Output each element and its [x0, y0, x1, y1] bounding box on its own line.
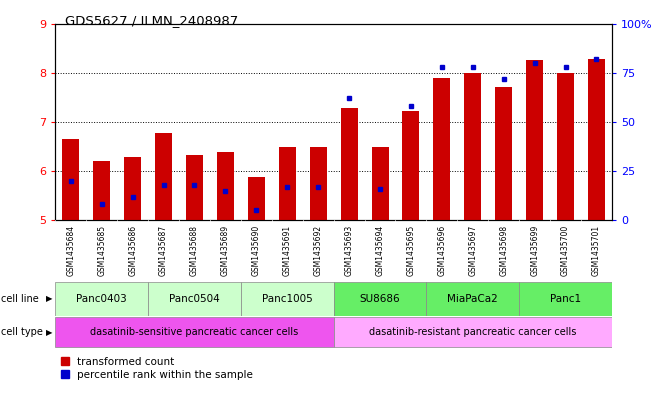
- Text: GSM1435700: GSM1435700: [561, 225, 570, 276]
- Bar: [310, 147, 327, 220]
- Text: GSM1435699: GSM1435699: [530, 225, 539, 276]
- Bar: [402, 111, 419, 220]
- Text: GDS5627 / ILMN_2408987: GDS5627 / ILMN_2408987: [65, 14, 238, 27]
- Bar: [124, 157, 141, 220]
- Text: SU8686: SU8686: [360, 294, 400, 304]
- Text: Panc1: Panc1: [550, 294, 581, 304]
- Text: ▶: ▶: [46, 328, 52, 336]
- Bar: [557, 73, 574, 220]
- Bar: [464, 73, 481, 220]
- Text: ▶: ▶: [46, 294, 52, 303]
- Bar: [340, 108, 357, 220]
- Bar: [279, 147, 296, 220]
- Text: GSM1435698: GSM1435698: [499, 225, 508, 276]
- Text: GSM1435684: GSM1435684: [66, 225, 76, 276]
- Bar: [588, 59, 605, 220]
- Bar: [186, 155, 203, 220]
- Bar: [333, 282, 426, 316]
- Bar: [93, 161, 110, 220]
- Text: GSM1435688: GSM1435688: [190, 225, 199, 276]
- Text: GSM1435701: GSM1435701: [592, 225, 601, 276]
- Bar: [155, 133, 172, 220]
- Text: GSM1435692: GSM1435692: [314, 225, 323, 276]
- Text: GSM1435687: GSM1435687: [159, 225, 168, 276]
- Text: Panc0504: Panc0504: [169, 294, 220, 304]
- Text: dasatinib-sensitive pancreatic cancer cells: dasatinib-sensitive pancreatic cancer ce…: [90, 327, 299, 337]
- Bar: [333, 317, 612, 347]
- Bar: [495, 87, 512, 220]
- Text: MiaPaCa2: MiaPaCa2: [447, 294, 498, 304]
- Bar: [62, 139, 79, 220]
- Text: GSM1435697: GSM1435697: [468, 225, 477, 276]
- Bar: [434, 78, 450, 220]
- Bar: [526, 61, 543, 220]
- Bar: [55, 282, 148, 316]
- Text: GSM1435694: GSM1435694: [376, 225, 385, 276]
- Bar: [148, 282, 241, 316]
- Text: GSM1435689: GSM1435689: [221, 225, 230, 276]
- Text: GSM1435690: GSM1435690: [252, 225, 261, 276]
- Text: GSM1435686: GSM1435686: [128, 225, 137, 276]
- Bar: [248, 177, 265, 220]
- Text: dasatinib-resistant pancreatic cancer cells: dasatinib-resistant pancreatic cancer ce…: [369, 327, 577, 337]
- Text: GSM1435695: GSM1435695: [406, 225, 415, 276]
- Bar: [372, 147, 389, 220]
- Text: GSM1435691: GSM1435691: [283, 225, 292, 276]
- Text: Panc0403: Panc0403: [76, 294, 127, 304]
- Bar: [55, 317, 333, 347]
- Bar: [217, 152, 234, 220]
- Legend: transformed count, percentile rank within the sample: transformed count, percentile rank withi…: [61, 357, 253, 380]
- Text: Panc1005: Panc1005: [262, 294, 312, 304]
- Bar: [519, 282, 612, 316]
- Text: cell type: cell type: [1, 327, 43, 337]
- Bar: [426, 282, 519, 316]
- Text: cell line: cell line: [1, 294, 39, 304]
- Text: GSM1435696: GSM1435696: [437, 225, 447, 276]
- Bar: [241, 282, 333, 316]
- Text: GSM1435693: GSM1435693: [344, 225, 353, 276]
- Text: GSM1435685: GSM1435685: [97, 225, 106, 276]
